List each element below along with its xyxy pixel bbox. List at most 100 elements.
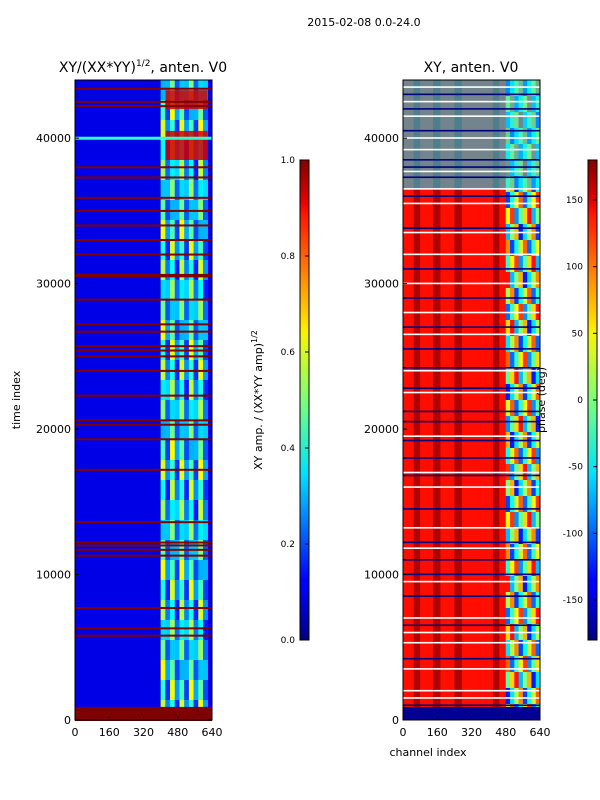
left-band-cell [174,220,180,241]
left-band-cell [179,480,185,501]
left-band-cell [170,160,176,181]
right-dark-row [403,108,540,110]
right-band-cell [527,192,532,209]
right-band-cell [505,576,511,593]
right-band-cell [518,560,524,577]
right-band-cell [510,336,515,353]
right-band-cell [514,480,519,497]
left-band-cell [170,480,176,501]
right-band-cell [510,400,515,417]
right-band-cell [510,352,515,369]
right-dark-row [403,297,540,299]
right-colorbar: phase (deg) -150 -100 -50 0 50 100 150 [535,159,598,641]
right-white-row [403,170,540,173]
left-band-cell [188,420,194,441]
right-dark-row [403,159,540,161]
right-band-cell [505,688,511,705]
left-saturated-row [75,541,212,544]
left-band-cell [198,380,204,401]
left-band-cell [203,640,209,661]
left-band-cell [184,420,190,441]
left-title-main: XY/(XX*YY) [59,60,136,76]
left-band-cell [170,660,176,681]
left-saturated-row [75,544,212,547]
right-band-cell [535,240,541,257]
left-band-cell [193,260,199,281]
right-band-cell [531,416,537,433]
y-tick-label: 40000 [364,132,399,145]
right-band-cell [518,688,524,705]
right-band-cell [505,640,511,657]
left-band-cell [160,320,166,341]
left-band-cell [203,600,209,621]
left-band-cell [193,320,199,341]
right-white-row [403,631,540,634]
left-band-cell [179,560,185,581]
right-band-cell [505,320,511,337]
right-band-cell [514,448,519,465]
left-band-cell [184,80,190,101]
right-band-cell [522,560,528,577]
right-band-cell [535,640,541,657]
right-band-cell [518,416,524,433]
left-band-cell [165,400,171,421]
right-y-axis: 0 10000 20000 30000 40000 [364,132,407,727]
left-band-cell [188,680,194,701]
left-saturated-row [75,419,212,422]
left-band-cell [203,660,209,681]
right-band-cell [505,416,511,433]
left-band-cell [170,280,176,301]
y-tick-label: 40000 [36,132,71,145]
right-band-cell [510,208,515,225]
left-band-cell [174,300,180,321]
right-band-cell [510,608,515,625]
left-band-cell [165,500,171,521]
right-band-cell [514,512,519,529]
left-band-cell [170,500,176,521]
right-band-cell [535,368,541,385]
right-band-cell [531,352,537,369]
left-band-cell [184,220,190,241]
right-band-cell [518,208,524,225]
right-band-cell [527,512,532,529]
left-band-cell [193,100,199,121]
right-band-cell [527,288,532,305]
right-band-cell [522,448,528,465]
left-band-cell [160,160,166,181]
left-band-cell [160,620,166,641]
left-band-cell [188,620,194,641]
y-tick-label: 30000 [364,278,399,291]
right-band-cell [522,336,528,353]
left-band-cell [174,120,180,141]
right-band-cell [527,544,532,561]
left-band-cell [165,480,171,501]
right-band-cell [518,288,524,305]
right-white-row [403,188,540,190]
right-band-cell [527,656,532,673]
left-band-cell [198,480,204,501]
right-band-cell [522,192,528,209]
right-white-row [403,311,540,314]
right-band-cell [535,528,541,545]
left-band-cell [170,380,176,401]
right-band-cell [535,496,541,513]
left-band-cell [193,180,199,201]
right-band-cell [510,560,515,577]
left-band-cell [184,580,190,601]
left-colorbar-gradient [299,159,310,641]
right-band-cell [522,672,528,689]
left-band-cell [160,640,166,661]
right-band-cell [514,288,519,305]
right-white-row [403,369,540,372]
right-band-cell [522,208,528,225]
right-band-cell [522,272,528,289]
right-band-cell [505,288,511,305]
right-band-cell [510,272,515,289]
right-dark-row [403,439,540,442]
left-band-cell [188,300,194,321]
right-dark-row [403,420,540,423]
left-band-cell [160,380,166,401]
left-saturated-row [75,369,212,372]
right-band-cell [535,272,541,289]
